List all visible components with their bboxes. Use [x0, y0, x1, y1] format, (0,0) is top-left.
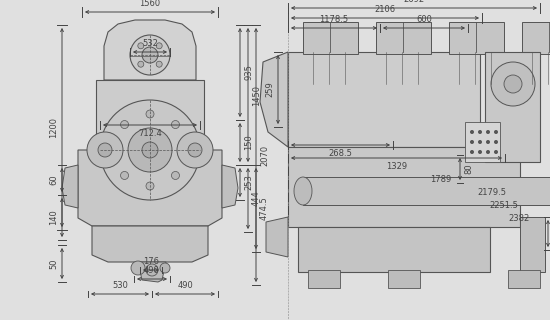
Text: 80: 80: [464, 164, 473, 174]
Bar: [376, 22, 431, 54]
Circle shape: [156, 43, 162, 49]
Polygon shape: [92, 226, 208, 262]
Circle shape: [494, 150, 498, 154]
Circle shape: [478, 150, 482, 154]
Text: 150: 150: [244, 135, 253, 150]
Text: 490: 490: [144, 266, 160, 275]
Circle shape: [146, 264, 158, 276]
Text: 2251.5: 2251.5: [490, 201, 519, 210]
Bar: [522, 22, 550, 54]
Circle shape: [486, 130, 490, 134]
Text: 140: 140: [49, 210, 58, 225]
Circle shape: [110, 146, 118, 154]
Circle shape: [142, 142, 158, 158]
Polygon shape: [62, 165, 78, 208]
Text: 1560: 1560: [140, 0, 161, 8]
Text: 1178.5: 1178.5: [320, 15, 349, 24]
Circle shape: [131, 261, 145, 275]
Bar: [303, 22, 358, 54]
Bar: [298, 227, 490, 272]
Bar: [303, 177, 550, 205]
Circle shape: [494, 130, 498, 134]
Circle shape: [172, 172, 179, 180]
Circle shape: [470, 130, 474, 134]
Circle shape: [120, 172, 129, 180]
Circle shape: [494, 140, 498, 144]
Circle shape: [138, 43, 144, 49]
Circle shape: [182, 146, 190, 154]
Text: 474.5: 474.5: [260, 196, 269, 220]
Text: 935: 935: [244, 65, 253, 80]
Circle shape: [128, 128, 172, 172]
Circle shape: [486, 140, 490, 144]
Polygon shape: [260, 52, 288, 147]
Circle shape: [486, 150, 490, 154]
Bar: [288, 52, 480, 147]
Polygon shape: [104, 20, 196, 80]
Circle shape: [146, 110, 154, 118]
Circle shape: [160, 263, 170, 273]
Circle shape: [120, 121, 129, 129]
Circle shape: [130, 35, 170, 75]
Text: 1789: 1789: [430, 175, 451, 184]
Bar: [465, 122, 500, 162]
Text: 444: 444: [252, 191, 261, 206]
Text: 259: 259: [265, 82, 274, 97]
Circle shape: [188, 143, 202, 157]
Bar: [449, 22, 504, 54]
Text: 1200: 1200: [49, 117, 58, 138]
Circle shape: [87, 132, 123, 168]
Circle shape: [100, 100, 200, 200]
Circle shape: [172, 121, 179, 129]
Circle shape: [470, 140, 474, 144]
Text: 2692: 2692: [404, 0, 425, 4]
Polygon shape: [96, 80, 204, 150]
Text: 268.5: 268.5: [328, 149, 353, 158]
Text: 50: 50: [49, 258, 58, 269]
Circle shape: [504, 75, 522, 93]
Text: 2106: 2106: [375, 5, 395, 14]
Text: 253: 253: [244, 175, 253, 190]
Bar: [288, 147, 520, 227]
Bar: [485, 52, 540, 162]
Text: 712.4: 712.4: [138, 129, 162, 138]
Bar: [308, 270, 340, 288]
Text: 2382: 2382: [508, 214, 530, 223]
Text: 530: 530: [112, 281, 128, 290]
Circle shape: [478, 130, 482, 134]
Circle shape: [98, 143, 112, 157]
Text: 600: 600: [416, 15, 432, 24]
Circle shape: [142, 47, 158, 63]
Polygon shape: [266, 217, 288, 257]
Bar: [508, 270, 540, 288]
Circle shape: [146, 182, 154, 190]
Circle shape: [138, 61, 144, 67]
Circle shape: [177, 132, 213, 168]
Circle shape: [478, 140, 482, 144]
Bar: [520, 217, 545, 272]
Text: 176: 176: [143, 257, 159, 266]
Text: 490: 490: [177, 281, 193, 290]
Circle shape: [470, 150, 474, 154]
Ellipse shape: [294, 177, 312, 205]
Circle shape: [491, 62, 535, 106]
Polygon shape: [222, 165, 238, 208]
Polygon shape: [138, 262, 166, 282]
Text: 2179.5: 2179.5: [477, 188, 506, 197]
Text: 532: 532: [142, 39, 158, 48]
Text: 2070: 2070: [260, 144, 269, 165]
Text: 60: 60: [49, 175, 58, 185]
Bar: [388, 270, 420, 288]
Text: 1450: 1450: [252, 84, 261, 106]
Circle shape: [156, 61, 162, 67]
Text: 1329: 1329: [386, 162, 407, 171]
Polygon shape: [78, 150, 222, 226]
